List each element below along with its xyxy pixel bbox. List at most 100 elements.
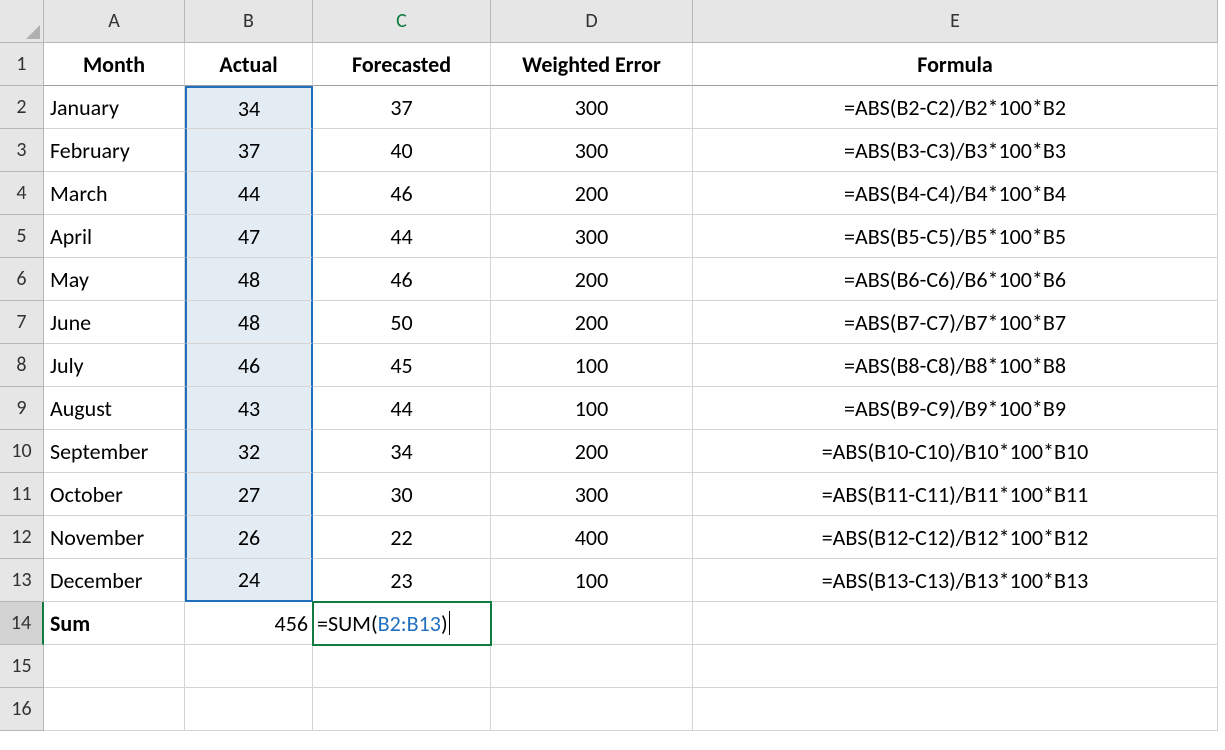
cell-D16[interactable] — [491, 688, 693, 731]
cell-E1[interactable]: Formula — [693, 43, 1218, 86]
cell-D2[interactable]: 300 — [491, 86, 693, 129]
cell-A13[interactable]: December — [44, 559, 185, 602]
cell-B15[interactable] — [185, 645, 313, 688]
cell-B16[interactable] — [185, 688, 313, 731]
cell-B6[interactable]: 48 — [185, 258, 313, 301]
cell-D8[interactable]: 100 — [491, 344, 693, 387]
cell-C8[interactable]: 45 — [313, 344, 491, 387]
cell-D10[interactable]: 200 — [491, 430, 693, 473]
cell-A8[interactable]: July — [44, 344, 185, 387]
cell-C3[interactable]: 40 — [313, 129, 491, 172]
col-header-E[interactable]: E — [693, 0, 1218, 43]
row-header-2[interactable]: 2 — [0, 86, 44, 129]
row-header-4[interactable]: 4 — [0, 172, 44, 215]
cell-E14[interactable] — [693, 602, 1218, 645]
cell-B11[interactable]: 27 — [185, 473, 313, 516]
cell-A6[interactable]: May — [44, 258, 185, 301]
spreadsheet-grid[interactable]: A B C D E 1 Month Actual Forecasted Weig… — [0, 0, 1225, 731]
cell-E6[interactable]: =ABS(B6-C6)/B6*100*B6 — [693, 258, 1218, 301]
cell-A9[interactable]: August — [44, 387, 185, 430]
cell-C5[interactable]: 44 — [313, 215, 491, 258]
cell-D6[interactable]: 200 — [491, 258, 693, 301]
cell-C12[interactable]: 22 — [313, 516, 491, 559]
cell-B2[interactable]: 34 — [185, 86, 313, 129]
cell-E10[interactable]: =ABS(B10-C10)/B10*100*B10 — [693, 430, 1218, 473]
select-all-corner[interactable] — [0, 0, 44, 43]
cell-B14[interactable]: 456 — [185, 602, 313, 645]
cell-C14-editing[interactable]: =SUM(B2:B13) — [313, 602, 491, 645]
col-header-A[interactable]: A — [44, 0, 185, 43]
cell-E13[interactable]: =ABS(B13-C13)/B13*100*B13 — [693, 559, 1218, 602]
row-header-5[interactable]: 5 — [0, 215, 44, 258]
cell-A11[interactable]: October — [44, 473, 185, 516]
cell-D12[interactable]: 400 — [491, 516, 693, 559]
cell-A10[interactable]: September — [44, 430, 185, 473]
cell-D14[interactable] — [491, 602, 693, 645]
row-header-10[interactable]: 10 — [0, 430, 44, 473]
cell-D5[interactable]: 300 — [491, 215, 693, 258]
cell-E16[interactable] — [693, 688, 1218, 731]
cell-D4[interactable]: 200 — [491, 172, 693, 215]
cell-D3[interactable]: 300 — [491, 129, 693, 172]
col-header-B[interactable]: B — [185, 0, 313, 43]
cell-E7[interactable]: =ABS(B7-C7)/B7*100*B7 — [693, 301, 1218, 344]
cell-D1[interactable]: Weighted Error — [491, 43, 693, 86]
cell-E12[interactable]: =ABS(B12-C12)/B12*100*B12 — [693, 516, 1218, 559]
col-header-C[interactable]: C — [313, 0, 491, 43]
cell-C4[interactable]: 46 — [313, 172, 491, 215]
cell-C11[interactable]: 30 — [313, 473, 491, 516]
row-header-8[interactable]: 8 — [0, 344, 44, 387]
cell-C6[interactable]: 46 — [313, 258, 491, 301]
row-header-15[interactable]: 15 — [0, 645, 44, 688]
cell-E9[interactable]: =ABS(B9-C9)/B9*100*B9 — [693, 387, 1218, 430]
row-header-16[interactable]: 16 — [0, 688, 44, 731]
cell-C16[interactable] — [313, 688, 491, 731]
cell-C9[interactable]: 44 — [313, 387, 491, 430]
cell-A12[interactable]: November — [44, 516, 185, 559]
cell-A2[interactable]: January — [44, 86, 185, 129]
cell-A1[interactable]: Month — [44, 43, 185, 86]
cell-D11[interactable]: 300 — [491, 473, 693, 516]
cell-A16[interactable] — [44, 688, 185, 731]
cell-C7[interactable]: 50 — [313, 301, 491, 344]
cell-B4[interactable]: 44 — [185, 172, 313, 215]
cell-A15[interactable] — [44, 645, 185, 688]
cell-D13[interactable]: 100 — [491, 559, 693, 602]
cell-C13[interactable]: 23 — [313, 559, 491, 602]
cell-B3[interactable]: 37 — [185, 129, 313, 172]
cell-B9[interactable]: 43 — [185, 387, 313, 430]
cell-E11[interactable]: =ABS(B11-C11)/B11*100*B11 — [693, 473, 1218, 516]
cell-A14[interactable]: Sum — [44, 602, 185, 645]
row-header-7[interactable]: 7 — [0, 301, 44, 344]
cell-C10[interactable]: 34 — [313, 430, 491, 473]
cell-D9[interactable]: 100 — [491, 387, 693, 430]
cell-E3[interactable]: =ABS(B3-C3)/B3*100*B3 — [693, 129, 1218, 172]
cell-B5[interactable]: 47 — [185, 215, 313, 258]
row-header-14[interactable]: 14 — [0, 602, 44, 645]
row-header-1[interactable]: 1 — [0, 43, 44, 86]
cell-A7[interactable]: June — [44, 301, 185, 344]
cell-E5[interactable]: =ABS(B5-C5)/B5*100*B5 — [693, 215, 1218, 258]
cell-A5[interactable]: April — [44, 215, 185, 258]
cell-C15[interactable] — [313, 645, 491, 688]
row-header-12[interactable]: 12 — [0, 516, 44, 559]
row-header-11[interactable]: 11 — [0, 473, 44, 516]
cell-B13[interactable]: 24 — [185, 559, 313, 602]
cell-E4[interactable]: =ABS(B4-C4)/B4*100*B4 — [693, 172, 1218, 215]
cell-E2[interactable]: =ABS(B2-C2)/B2*100*B2 — [693, 86, 1218, 129]
row-header-3[interactable]: 3 — [0, 129, 44, 172]
cell-B1[interactable]: Actual — [185, 43, 313, 86]
row-header-9[interactable]: 9 — [0, 387, 44, 430]
cell-A4[interactable]: March — [44, 172, 185, 215]
row-header-6[interactable]: 6 — [0, 258, 44, 301]
cell-B10[interactable]: 32 — [185, 430, 313, 473]
cell-A3[interactable]: February — [44, 129, 185, 172]
cell-C1[interactable]: Forecasted — [313, 43, 491, 86]
cell-D15[interactable] — [491, 645, 693, 688]
cell-B12[interactable]: 26 — [185, 516, 313, 559]
cell-B7[interactable]: 48 — [185, 301, 313, 344]
cell-D7[interactable]: 200 — [491, 301, 693, 344]
cell-B8[interactable]: 46 — [185, 344, 313, 387]
cell-C2[interactable]: 37 — [313, 86, 491, 129]
cell-E8[interactable]: =ABS(B8-C8)/B8*100*B8 — [693, 344, 1218, 387]
